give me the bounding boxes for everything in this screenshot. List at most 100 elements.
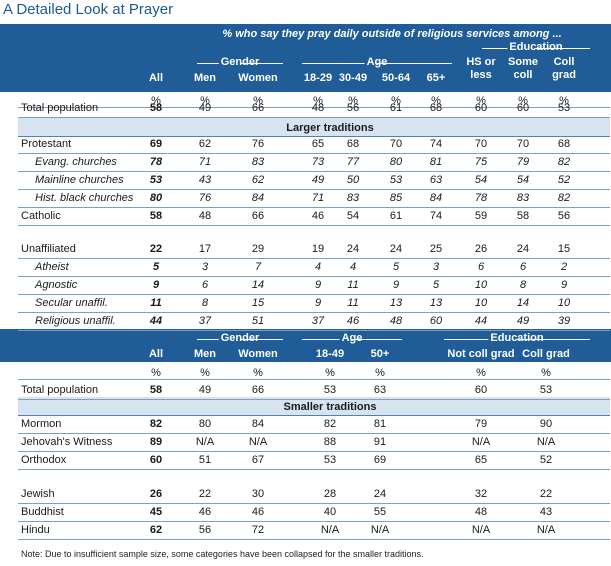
table-cell: 7 <box>254 261 262 273</box>
table-cell: 58 <box>149 210 163 222</box>
row-label: Catholic <box>21 210 61 222</box>
group-age-2: Age <box>302 332 402 345</box>
column-header: Women <box>238 348 278 360</box>
percent-header: % <box>200 367 210 379</box>
row-divider <box>18 433 610 434</box>
table-cell: 68 <box>557 138 571 150</box>
table-cell: 71 <box>198 156 212 168</box>
percent-header: % <box>348 95 358 107</box>
table-cell: 49 <box>311 174 325 186</box>
table-header-top: % who say they pray daily outside of rel… <box>0 24 611 92</box>
table-cell: 5 <box>432 279 440 291</box>
table-cell: 50 <box>346 174 360 186</box>
column-header: 50-64 <box>381 72 411 84</box>
column-header: Coll grad <box>522 348 570 360</box>
column-header: Men <box>194 348 216 360</box>
row-divider <box>18 294 610 295</box>
table-cell: 43 <box>539 506 553 518</box>
row-label: Mormon <box>21 418 62 430</box>
percent-header: % <box>476 367 486 379</box>
table-cell: 22 <box>539 488 553 500</box>
table-cell: 83 <box>346 192 360 204</box>
table-cell: 79 <box>516 156 530 168</box>
table-cell: 68 <box>346 138 360 150</box>
table-cell: 60 <box>149 454 163 466</box>
table-cell: 24 <box>373 488 387 500</box>
table-cell: 9 <box>152 279 160 291</box>
table-cell: 85 <box>389 192 403 204</box>
table-cell: 4 <box>314 261 322 273</box>
table-cell: 58 <box>149 102 163 114</box>
table-cell: 14 <box>251 279 265 291</box>
table-cell: 60 <box>474 384 488 396</box>
table-cell: 8 <box>519 279 527 291</box>
row-label: Orthodox <box>21 454 67 466</box>
row-label: Hist. black churches <box>35 192 134 204</box>
row-label: Agnostic <box>35 279 78 291</box>
row-divider <box>18 379 610 380</box>
percent-header: % <box>476 95 486 107</box>
row-label: Total population <box>21 384 99 396</box>
table-cell: 30 <box>251 488 265 500</box>
table-header-bottom: Gender Age Education <box>0 329 611 362</box>
table-cell: 74 <box>429 210 443 222</box>
table-cell: 72 <box>251 524 265 536</box>
table-cell: 45 <box>149 506 163 518</box>
row-label: Protestant <box>21 138 72 150</box>
table-cell: 48 <box>311 102 325 114</box>
table-cell: 80 <box>198 418 212 430</box>
column-header: 18-29 <box>303 72 333 84</box>
table-cell: 6 <box>477 261 485 273</box>
table-cell: 74 <box>429 138 443 150</box>
table-cell: 51 <box>198 454 212 466</box>
table-cell: 63 <box>373 384 387 396</box>
table-cell: 11 <box>347 279 359 291</box>
table-cell: 60 <box>474 102 488 114</box>
table-cell: 9 <box>314 279 322 291</box>
row-divider <box>18 539 610 540</box>
table-cell: 83 <box>516 192 530 204</box>
table-cell: 84 <box>429 192 443 204</box>
table-cell: 11 <box>347 297 359 309</box>
row-label: Secular unaffil. <box>35 297 108 309</box>
table-cell: 81 <box>373 418 387 430</box>
table-cell: 61 <box>389 210 403 222</box>
table-cell: 44 <box>149 315 163 327</box>
table-cell: 53 <box>539 384 553 396</box>
table-cell: 66 <box>251 384 265 396</box>
group-gender-2: Gender <box>197 332 283 345</box>
table-cell: N/A <box>248 436 268 448</box>
table-cell: 65 <box>311 138 325 150</box>
percent-header: % <box>541 367 551 379</box>
row-divider <box>18 312 610 313</box>
table-cell: 13 <box>389 297 403 309</box>
row-divider <box>18 136 610 137</box>
table-cell: 6 <box>519 261 527 273</box>
table-cell: 29 <box>251 243 265 255</box>
page-title: A Detailed Look at Prayer <box>3 1 174 18</box>
table-cell: 53 <box>323 384 337 396</box>
table-cell: 28 <box>323 488 337 500</box>
table-cell: 56 <box>198 524 212 536</box>
table-cell: 15 <box>251 297 265 309</box>
table-cell: 4 <box>349 261 357 273</box>
row-divider <box>18 451 610 452</box>
table-cell: 53 <box>389 174 403 186</box>
table-cell: 56 <box>346 102 360 114</box>
table-cell: 13 <box>429 297 443 309</box>
table-cell: 9 <box>392 279 400 291</box>
table-cell: 82 <box>323 418 337 430</box>
table-cell: 60 <box>429 315 443 327</box>
table-cell: 46 <box>198 506 212 518</box>
row-divider <box>18 258 610 259</box>
footnote: Note: Due to insufficient sample size, s… <box>21 549 424 559</box>
table-cell: N/A <box>536 524 556 536</box>
table-cell: N/A <box>320 524 340 536</box>
percent-header: % <box>325 367 335 379</box>
percent-header: % <box>391 95 401 107</box>
percent-header: % <box>559 95 569 107</box>
column-header: 18-49 <box>315 348 345 360</box>
table-cell: 6 <box>201 279 209 291</box>
percent-header: % <box>313 95 323 107</box>
table-cell: 37 <box>311 315 325 327</box>
